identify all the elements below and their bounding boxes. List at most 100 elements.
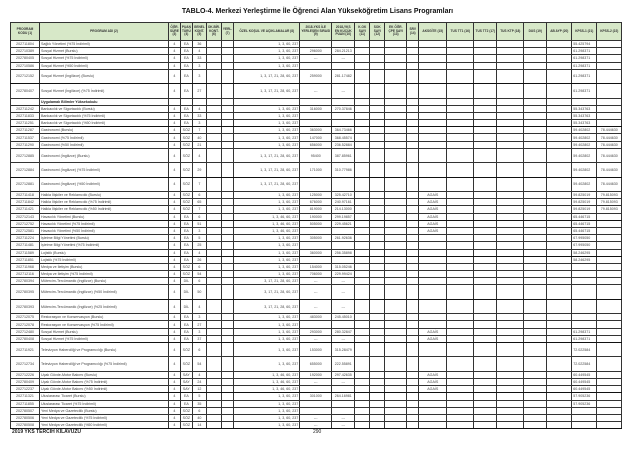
cell-conditions: 3, 17, 21, 28, 60, 237 bbox=[233, 277, 301, 286]
cell-kok-count bbox=[354, 377, 371, 387]
cell-tus-tt1 bbox=[446, 162, 475, 178]
cell-program-code: 202711842 bbox=[10, 198, 40, 207]
cell-ab-ayp bbox=[546, 147, 573, 164]
cell-sok-count bbox=[369, 399, 386, 408]
cell-conditions: 1, 3, 60, 237 bbox=[233, 255, 301, 264]
header-sok-count: SOK SAYI (12) bbox=[369, 22, 386, 41]
cell-duration: 4 bbox=[168, 104, 181, 113]
cell-kok-count bbox=[354, 385, 371, 394]
cell-program-name: Yeni Medya ve Gazetecilik (Burslu) bbox=[39, 406, 169, 415]
cell-ok-quota bbox=[205, 284, 222, 300]
table-row: 202780409 Uçak Gövde-Motor Bakımı (%75 İn… bbox=[10, 377, 623, 387]
cell-tus-tt1 bbox=[446, 341, 475, 358]
table-row: 202711251 Bankacılık ve Sigortacılık (%50… bbox=[10, 119, 623, 128]
header-program-name: PROGRAM ADI (2) bbox=[39, 22, 169, 41]
cell-kpss-2 bbox=[596, 54, 623, 63]
cell-kpss-1: 61.298371 bbox=[571, 61, 598, 70]
cell-agais bbox=[418, 54, 448, 63]
cell-program-name: Sağlık Yönetimi (%75 İndirimli) bbox=[39, 39, 169, 49]
cell-conditions: 1, 3, 60, 237 bbox=[233, 61, 301, 70]
cell-kpss-1: 60.449545 bbox=[571, 377, 598, 387]
cell-kpss-1: 59.402802 bbox=[571, 133, 598, 142]
cell-kpss-1: 67.995050 bbox=[571, 241, 598, 250]
cell-kpss-2 bbox=[596, 248, 623, 257]
cell-kpss-2: 79.815093 bbox=[596, 191, 623, 200]
cell-tus-ktp bbox=[496, 377, 525, 387]
cell-duration: 4 bbox=[168, 205, 181, 214]
cell-tus-ktp bbox=[496, 313, 525, 322]
cell-ab-ayp bbox=[546, 255, 573, 264]
cell-srv bbox=[406, 219, 420, 228]
cell-rank-2018: --- bbox=[299, 334, 333, 343]
cell-ek-count bbox=[384, 104, 408, 113]
cell-tus-ktp bbox=[496, 270, 525, 279]
cell-kpss-1: 57.905236 bbox=[571, 392, 598, 401]
cell-rank-2018 bbox=[299, 241, 333, 250]
cell-kpss-2 bbox=[596, 341, 623, 358]
cell-kpss-2: 78.444630 bbox=[596, 176, 623, 193]
cell-min-score-2018: 284.21213 bbox=[331, 47, 356, 56]
header-score-type: PUAN TÜRÜ (4) bbox=[179, 22, 193, 41]
cell-dus bbox=[523, 284, 548, 300]
cell-rank-2018: 655000 bbox=[299, 356, 333, 372]
cell-agais bbox=[418, 39, 448, 49]
cell-tus-ktp bbox=[496, 370, 525, 379]
table-row: 202712734 Televizyon Haberciliği ve Progr… bbox=[10, 356, 623, 372]
cell-ab-ayp bbox=[546, 205, 573, 214]
page-number: 290 bbox=[313, 429, 322, 435]
cell-quota: 40 bbox=[191, 413, 207, 423]
table-row: 202780393 Mütercim-Tercümanlık (İngilizce… bbox=[10, 298, 623, 315]
cell-sok-count bbox=[369, 126, 386, 135]
cell-kok-count bbox=[354, 176, 371, 193]
cell-ok-quota bbox=[205, 327, 222, 336]
cell-min-score-2018: 364.73466 bbox=[331, 126, 356, 135]
cell-placed bbox=[220, 68, 235, 85]
cell-kpss-1 bbox=[571, 413, 598, 423]
cell-rank-2018: 153000 bbox=[299, 341, 333, 358]
cell-srv bbox=[406, 270, 420, 279]
cell-rank-2018: 296000 bbox=[299, 47, 333, 56]
cell-conditions: 1, 3, 60, 237 bbox=[233, 413, 301, 423]
cell-min-score-2018: --- bbox=[331, 284, 356, 300]
cell-dus bbox=[523, 255, 548, 264]
cell-tus-tt1 bbox=[446, 327, 475, 336]
cell-ek-count bbox=[384, 212, 408, 221]
cell-program-code: 202710586 bbox=[10, 61, 40, 70]
cell-quota: 4 bbox=[191, 104, 207, 113]
cell-ok-quota bbox=[205, 341, 222, 358]
cell-ok-quota bbox=[205, 205, 222, 214]
cell-min-score-2018 bbox=[331, 119, 356, 128]
cell-min-score-2018: --- bbox=[331, 421, 356, 430]
cell-ab-ayp bbox=[546, 176, 573, 193]
cell-ok-quota bbox=[205, 399, 222, 408]
page-title: TABLO-4. Merkezi Yerleştirme İle Öğrenci… bbox=[181, 8, 454, 15]
cell-duration: 4 bbox=[168, 68, 181, 85]
cell-conditions: 1, 3, 17, 21, 28, 60, 237 bbox=[233, 83, 301, 99]
cell-conditions: 1, 3, 60, 237 bbox=[233, 392, 301, 401]
cell-quota: 6 bbox=[191, 277, 207, 286]
cell-placed bbox=[220, 241, 235, 250]
cell-kok-count bbox=[354, 320, 371, 329]
cell-kok-count bbox=[354, 147, 371, 164]
header-tus-ktp: TUS KTP (18) bbox=[496, 22, 525, 41]
cell-dus bbox=[523, 270, 548, 279]
cell-program-code: 202712881 bbox=[10, 176, 40, 193]
cell-rank-2018 bbox=[299, 399, 333, 408]
cell-tus-ktp bbox=[496, 39, 525, 49]
cell-sok-count bbox=[369, 320, 386, 329]
cell-duration: 4 bbox=[168, 385, 181, 394]
cell-kok-count bbox=[354, 327, 371, 336]
cell-kpss-1: 59.402802 bbox=[571, 147, 598, 164]
cell-ok-quota bbox=[205, 219, 222, 228]
cell-agais bbox=[418, 68, 448, 85]
cell-tus-ktp bbox=[496, 327, 525, 336]
cell-tus-tt1 bbox=[446, 191, 475, 200]
cell-tus-tt1 bbox=[446, 248, 475, 257]
cell-quota: 3 bbox=[191, 226, 207, 236]
cell-score-type: SÖZ bbox=[179, 341, 193, 358]
cell-kok-count bbox=[354, 119, 371, 128]
cell-conditions: 1, 3, 60, 237 bbox=[233, 234, 301, 243]
cell-srv bbox=[406, 385, 420, 394]
cell-agais: AGAİS bbox=[418, 377, 448, 387]
cell-sok-count bbox=[369, 104, 386, 113]
